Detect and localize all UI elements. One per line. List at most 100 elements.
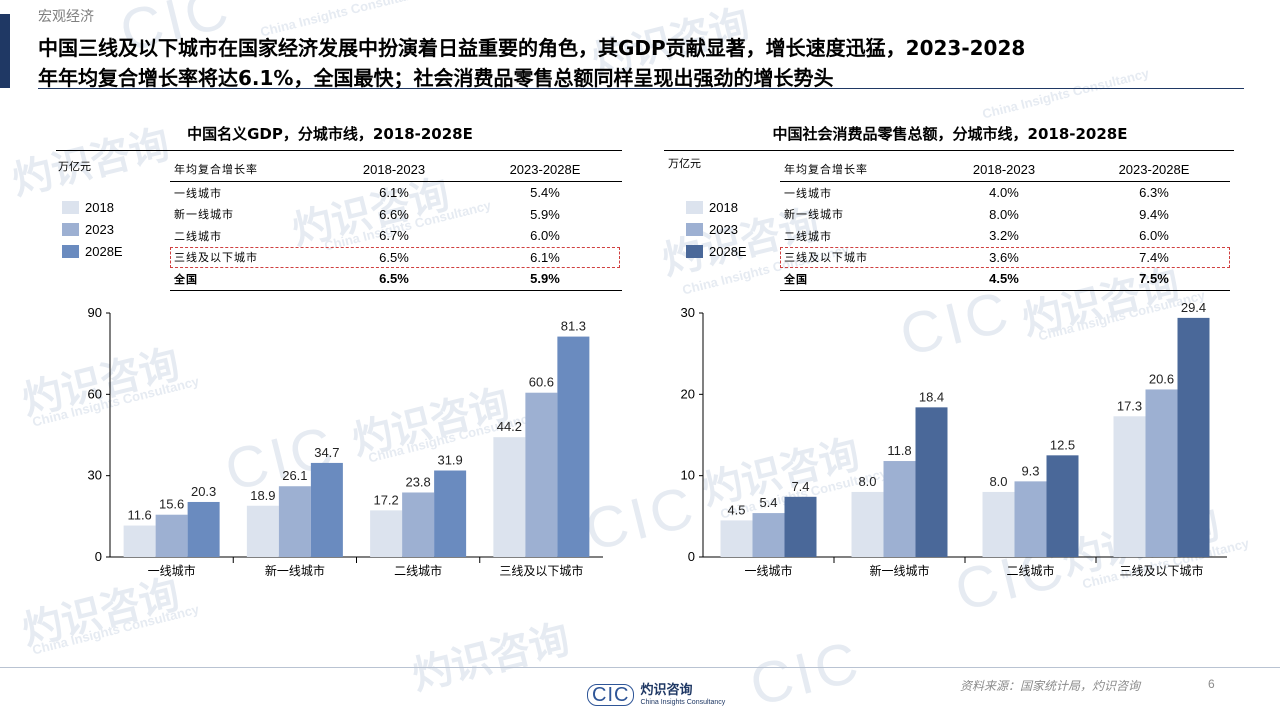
y-tick-label: 20 [681,386,695,401]
legend-label: 2023 [85,221,114,237]
x-category-label: 一线城市 [148,563,196,578]
table-cell: 4.5% [930,268,1078,291]
bar-value-label: 17.3 [1117,398,1142,413]
page-headline-line1: 中国三线及以下城市在国家经济发展中扮演着日益重要的角色，其GDP贡献显著，增长速… [38,36,1026,60]
page-number: 6 [1208,677,1215,691]
table-row: 新一线城市 8.0% 9.4% [780,204,1230,226]
table-cell: 6.6% [379,206,409,222]
legend-item-2023: 2023 [62,218,123,240]
bar [246,505,279,557]
bar [310,462,343,557]
right-title-rule [664,150,1234,151]
bar [1014,481,1047,557]
table-row: 一线城市 4.0% 6.3% [780,182,1230,204]
table-row-total: 全国 4.5% 7.5% [780,268,1230,291]
bar [370,510,403,557]
bar-value-label: 44.2 [497,419,522,434]
x-category-label: 三线及以下城市 [499,563,583,578]
bar-value-label: 12.5 [1050,437,1075,452]
table-header: 2023-2028E [468,157,622,182]
logo-mark: CIC [587,684,635,706]
company-logo: CIC 灼识咨询 China Insights Consultancy [587,683,725,707]
left-cagr-table: 年均复合增长率 2018-2023 2023-2028E 一线城市 6.1% 5.4… [170,157,622,291]
y-tick-label: 0 [95,549,102,564]
bar-value-label: 5.4 [759,495,777,510]
bar [982,491,1015,557]
table-cell: 7.5% [1078,268,1230,291]
bar-value-label: 17.2 [373,492,398,507]
legend-item-2018: 2018 [686,196,747,218]
right-unit-label: 万亿元 [668,157,701,170]
y-tick-label: 90 [88,305,102,320]
table-cell: 6.3% [1139,185,1169,201]
watermark-cn: 灼识咨询 [407,616,575,700]
table-cell: 三线及以下城市 [174,251,258,265]
legend-label: 2028E [709,243,747,259]
table-cell: 3.2% [989,228,1019,244]
y-tick-label: 10 [681,468,695,483]
right-bar-chart: 0 10 20 30 4.5 5.4 7.4 一线城市 8.0 11.8 18.4 新一线城市 8.0 9… [681,300,1227,578]
accent-bar [0,14,10,88]
bar-value-label: 9.3 [1021,463,1039,478]
source-note: 资料来源：国家统计局，灼识咨询 [960,679,1141,693]
legend-label: 2023 [709,221,738,237]
bar [1177,317,1210,557]
table-header: 2023-2028E [1078,157,1230,182]
table-cell: 6.0% [530,228,560,244]
bar-value-label: 20.3 [191,484,216,499]
bar-value-label: 31.9 [437,453,462,468]
right-cagr-table: 年均复合增长率 2018-2023 2023-2028E 一线城市 4.0% 6.3… [780,157,1230,291]
bar-value-label: 81.3 [561,319,586,334]
footer-divider [0,667,1280,668]
bar-value-label: 34.7 [314,445,339,460]
bar [883,461,916,557]
headline-divider [38,88,1244,89]
table-row: 二线城市 3.2% 6.0% [780,225,1230,247]
table-cell: 9.4% [1139,206,1169,222]
table-cell: 4.0% [989,185,1019,201]
bar [557,336,590,557]
legend-swatch [62,200,79,214]
table-row-total: 全国 6.5% 5.9% [170,268,622,291]
bar [752,513,785,557]
table-row-highlighted: 三线及以下城市 6.5% 6.1% [170,247,622,269]
right-chart-title: 中国社会消费品零售总额，分城市线，2018-2028E [772,125,1128,143]
table-cell: 6.1% [379,185,409,201]
legend-item-2028e: 2028E [62,240,123,262]
logo-text: 灼识咨询 China Insights Consultancy [640,683,725,707]
table-header: 2018-2023 [930,157,1078,182]
bar-value-label: 11.6 [127,508,151,523]
right-legend: 2018 2023 2028E [686,196,747,262]
legend-swatch [62,222,79,236]
bar [493,437,526,557]
table-cell: 5.4% [530,185,560,201]
table-cell: 5.9% [468,268,622,291]
table-cell: 6.5% [320,268,468,291]
x-category-label: 新一线城市 [869,563,929,578]
legend-swatch [686,222,703,236]
watermark-en: China Insights Consultancy [980,65,1151,122]
left-title-rule [56,150,622,151]
bar-value-label: 23.8 [405,474,430,489]
bar [915,407,948,557]
bar [1113,416,1146,557]
y-tick-label: 0 [688,549,695,564]
table-cell: 新一线城市 [784,208,844,222]
y-tick-label: 60 [88,386,102,401]
left-unit-label: 万亿元 [58,160,91,173]
bar [155,514,188,557]
legend-label: 2018 [709,199,738,215]
legend-label: 2018 [85,199,114,215]
logo-cn: 灼识咨询 [640,683,693,698]
legend-swatch [686,200,703,214]
watermark-en: China Insights Consultancy [30,601,201,658]
table-cell: 5.9% [530,206,560,222]
highlight-box [170,247,620,268]
table-cell: 6.0% [1139,228,1169,244]
table-cell: 7.4% [1139,249,1169,265]
legend-swatch [686,244,703,258]
table-header-row: 年均复合增长率 2018-2023 2023-2028E [780,157,1230,182]
table-cell: 一线城市 [174,186,222,200]
table-header: 年均复合增长率 [170,157,320,182]
table-cell: 全国 [780,268,930,291]
